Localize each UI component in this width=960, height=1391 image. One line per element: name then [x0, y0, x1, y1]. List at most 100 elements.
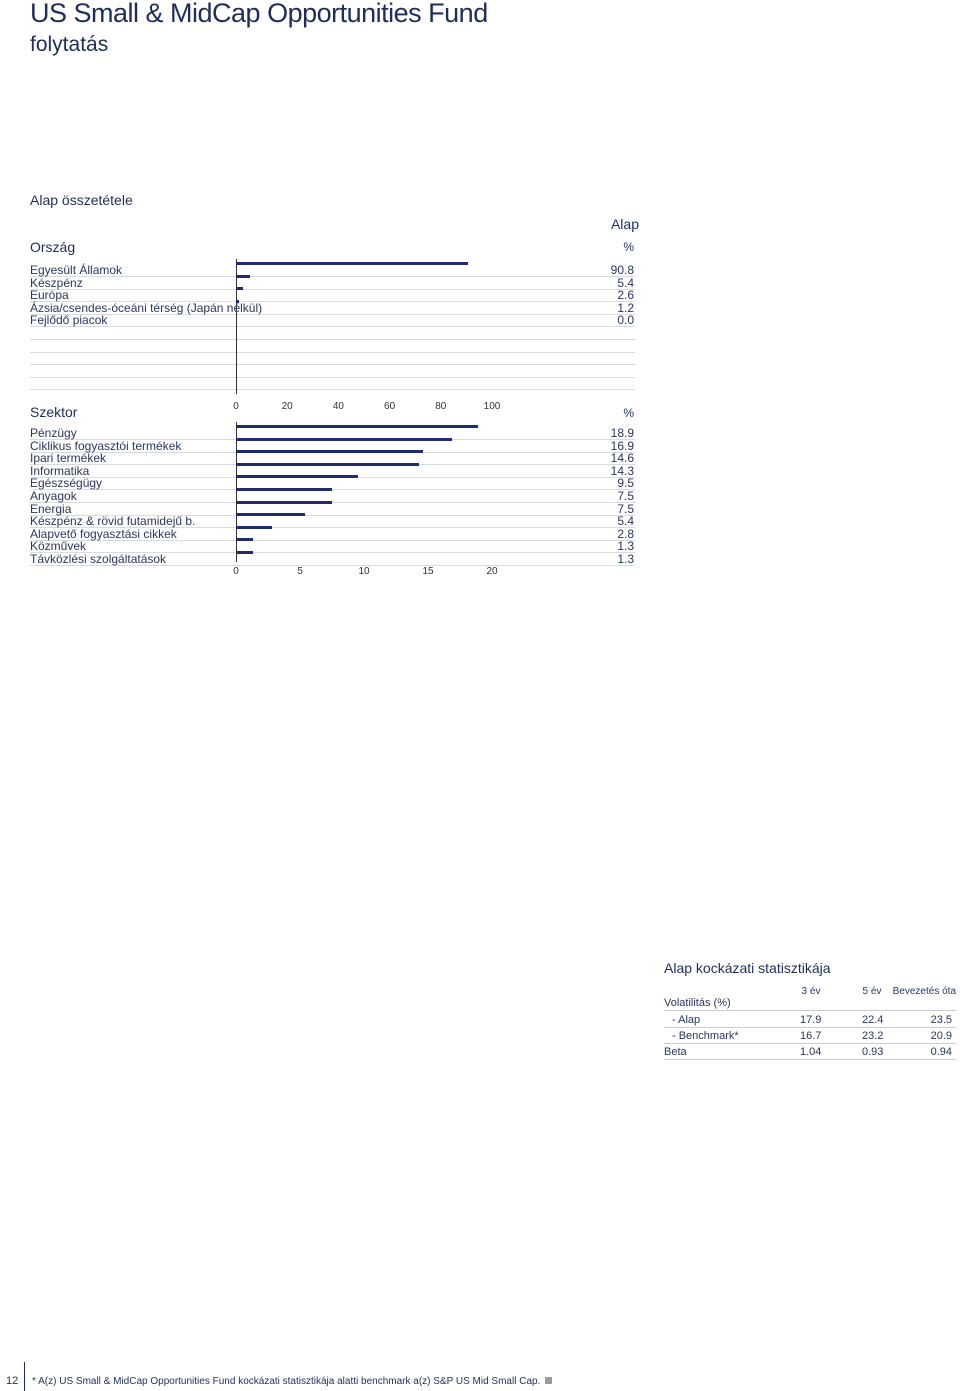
composition-title: Alap összetétele: [30, 192, 133, 208]
risk-row-label: - Benchmark*: [672, 1030, 739, 1042]
value-label: 18.9: [610, 426, 634, 440]
row-divider: [30, 489, 635, 491]
x-tick-label: 5: [297, 566, 303, 577]
bar: [236, 299, 240, 303]
risk-col-since-launch: Bevezetés óta: [892, 986, 956, 997]
risk-title: Alap kockázati statisztikája: [664, 960, 831, 976]
value-label: 1.2: [617, 300, 634, 315]
category-label: Készpénz & rövid futamidejű b.: [30, 514, 196, 529]
risk-divider: [664, 1059, 956, 1060]
value-label: 1.3: [617, 539, 634, 554]
row-divider: [30, 313, 635, 315]
column-header-fund: Alap: [610, 216, 639, 232]
row-divider: [30, 364, 635, 366]
row-divider: [30, 351, 635, 353]
risk-cell: 0.94: [930, 1046, 952, 1058]
bar: [236, 488, 332, 491]
category-label: Alapvető fogyasztási cikkek: [30, 526, 177, 541]
row-divider: [30, 502, 635, 503]
bar: [236, 287, 243, 291]
risk-row-label: Beta: [664, 1046, 687, 1058]
risk-cell: 16.7: [800, 1030, 822, 1042]
bar: [236, 475, 358, 479]
x-tick-label: 20: [486, 566, 498, 577]
value-label: 90.8: [610, 263, 634, 277]
sector-header: Szektor: [30, 404, 78, 420]
volatility-label: Volatilitás (%): [664, 997, 731, 1009]
value-label: 5.4: [617, 275, 634, 290]
x-tick-label: 40: [332, 401, 344, 412]
row-divider: [30, 339, 635, 340]
value-label: 14.6: [610, 451, 634, 466]
bar: [236, 425, 478, 428]
category-label: Ázsia/csendes-óceáni térség (Japán nélkü…: [30, 300, 263, 315]
row-divider: [30, 301, 635, 303]
bar: [236, 450, 423, 454]
risk-cell: 1.04: [800, 1046, 822, 1058]
square-marker-icon: [545, 1377, 553, 1384]
category-label: Informatika: [30, 463, 90, 478]
row-divider: [30, 276, 635, 277]
value-label: 1.3: [617, 552, 634, 566]
row-divider: [30, 389, 635, 391]
footer-note-text: * A(z) US Small & MidCap Opportunities F…: [32, 1376, 541, 1387]
bar: [236, 274, 250, 278]
category-label: Európa: [30, 288, 69, 303]
bar: [236, 513, 306, 517]
chart-axis: [236, 422, 237, 562]
bar: [236, 437, 453, 441]
value-label: 2.8: [617, 526, 634, 541]
risk-cell: 23.2: [862, 1030, 884, 1042]
page-subtitle: folytatás: [30, 33, 109, 56]
risk-col-5y: 5 év: [862, 986, 882, 997]
sector-unit: %: [623, 406, 634, 420]
category-label: Távközlési szolgáltatások: [30, 552, 167, 566]
value-label: 9.5: [617, 476, 634, 491]
value-label: 7.5: [617, 489, 634, 503]
row-divider: [30, 514, 635, 516]
risk-divider: [664, 1010, 956, 1011]
chart-axis: [236, 259, 237, 394]
risk-cell: 23.5: [930, 1014, 952, 1026]
value-label: 16.9: [610, 438, 634, 453]
row-divider: [30, 565, 635, 566]
category-label: Készpénz: [30, 275, 83, 290]
category-label: Közművek: [30, 539, 87, 554]
category-label: Ipari termékek: [30, 451, 107, 466]
country-unit: %: [623, 240, 634, 254]
category-label: Anyagok: [30, 489, 77, 503]
country-header: Ország: [30, 239, 76, 255]
category-label: Fejlődő piacok: [30, 313, 108, 328]
footer-note: * A(z) US Small & MidCap Opportunities F…: [32, 1376, 553, 1387]
value-label: 2.6: [617, 288, 634, 303]
x-tick-label: 100: [483, 401, 501, 412]
page-title: US Small & MidCap Opportunities Fund: [30, 0, 488, 28]
x-tick-label: 20: [281, 401, 293, 412]
value-label: 0.0: [617, 313, 634, 328]
category-label: Egészségügy: [30, 476, 103, 491]
risk-cell: 17.9: [800, 1014, 822, 1026]
bar: [236, 462, 420, 466]
risk-divider: [664, 1027, 956, 1028]
row-divider: [30, 552, 635, 554]
category-label: Pénzügy: [30, 426, 77, 440]
row-divider: [30, 288, 635, 290]
risk-col-3y: 3 év: [801, 986, 821, 997]
bar: [236, 262, 469, 265]
row-divider: [30, 326, 635, 328]
footer-divider: [24, 1362, 25, 1391]
row-divider: [30, 539, 635, 541]
bar: [236, 500, 332, 504]
risk-cell: 0.93: [862, 1046, 884, 1058]
x-tick-label: 15: [422, 566, 434, 577]
category-label: Ciklikus fogyasztói termékek: [30, 438, 182, 453]
bar: [236, 525, 272, 529]
risk-cell: 22.4: [862, 1014, 884, 1026]
risk-row-label: - Alap: [672, 1014, 701, 1026]
row-divider: [30, 527, 635, 529]
category-label: Egyesült Államok: [30, 263, 123, 277]
bar: [236, 551, 253, 554]
value-label: 5.4: [617, 514, 634, 529]
risk-cell: 20.9: [930, 1030, 952, 1042]
x-tick-label: 60: [384, 401, 396, 412]
